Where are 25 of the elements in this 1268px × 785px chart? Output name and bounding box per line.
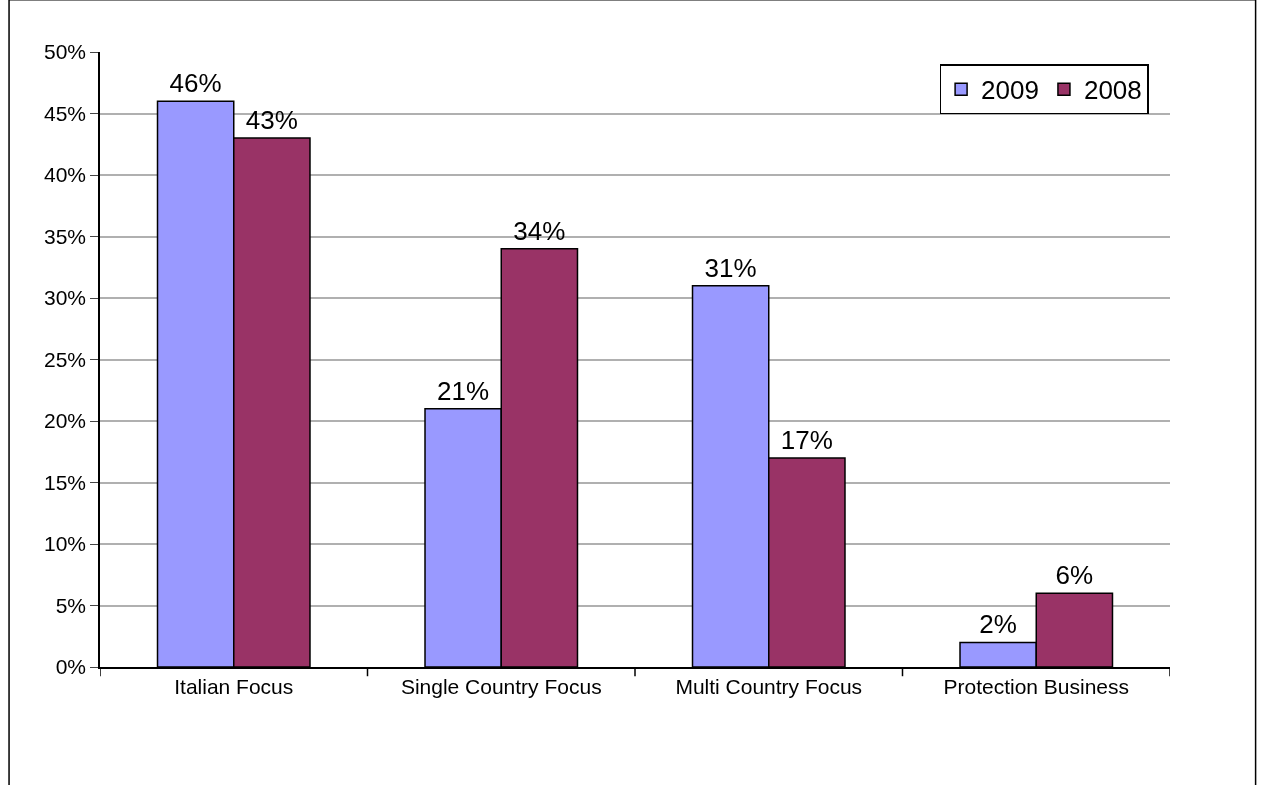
x-tick-label: Multi Country Focus xyxy=(675,674,863,698)
legend-label: 2008 xyxy=(1083,75,1142,106)
data-label: 46% xyxy=(169,68,222,99)
data-label: 43% xyxy=(245,105,298,136)
x-tick-label: Single Country Focus xyxy=(400,674,602,698)
y-tick-label: 5% xyxy=(55,593,87,617)
data-label: 31% xyxy=(704,252,757,283)
y-tick-label: 45% xyxy=(44,101,87,125)
y-tick-label: 50% xyxy=(44,40,87,64)
x-tick-label: Italian Focus xyxy=(174,674,294,698)
legend-label: 2009 xyxy=(981,75,1039,106)
y-tick-label: 20% xyxy=(44,409,87,433)
y-tick-label: 0% xyxy=(55,655,87,679)
data-label: 21% xyxy=(437,375,490,406)
x-tick-label: Protection Business xyxy=(943,674,1130,698)
y-tick-label: 25% xyxy=(44,347,87,371)
data-label: 34% xyxy=(513,215,566,246)
y-tick-label: 30% xyxy=(44,286,87,310)
y-tick-label: 15% xyxy=(44,470,87,494)
data-label: 17% xyxy=(780,424,833,455)
y-tick-label: 40% xyxy=(44,163,87,187)
y-tick-label: 10% xyxy=(44,532,87,556)
y-tick-label: 35% xyxy=(44,224,87,248)
data-label: 2% xyxy=(979,609,1017,640)
data-label: 6% xyxy=(1055,560,1094,591)
